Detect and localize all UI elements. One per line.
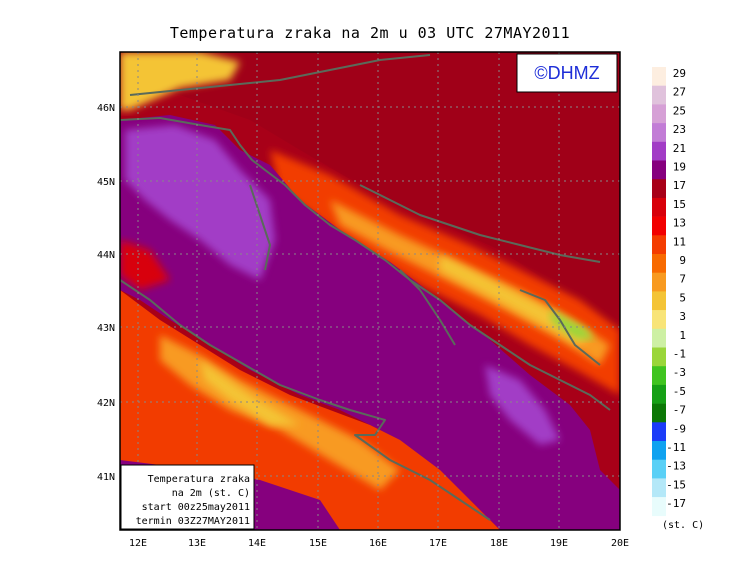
legend-swatch — [652, 123, 666, 143]
legend-level-label: 5 — [679, 291, 686, 304]
legend-swatch — [652, 197, 666, 217]
lat-label: 41N — [97, 472, 115, 483]
lon-label: 20E — [611, 538, 629, 549]
legend-level-label: -13 — [666, 460, 686, 473]
coastlines — [120, 54, 611, 521]
lon-label: 19E — [550, 538, 568, 549]
legend-swatch — [652, 347, 666, 367]
legend-level-label: 7 — [679, 273, 686, 286]
legend-level-label: 15 — [673, 198, 686, 211]
legend-level-label: 27 — [673, 86, 686, 99]
legend-swatch — [652, 441, 666, 460]
legend-swatch — [652, 67, 666, 86]
legend-level-label: -11 — [666, 441, 686, 454]
legend-level-label: -3 — [673, 366, 686, 379]
legend-swatch — [652, 497, 666, 517]
legend-level-label: 25 — [673, 104, 686, 117]
map-title: Temperatura zraka na 2m u 03 UTC 27MAY20… — [169, 24, 571, 42]
dhmz-logo: ©DHMZ — [516, 53, 618, 93]
temperature-field — [120, 52, 620, 530]
info-box: Temperatura zraka na 2m (st. C) start 00… — [120, 464, 255, 530]
axis-labels: 12E 13E 14E 15E 16E 17E 18E 19E 20E 46N … — [97, 103, 629, 549]
legend-level-label: 3 — [679, 310, 686, 323]
info-line-4: termin 03Z27MAY2011 — [136, 516, 250, 527]
info-line-1: Temperatura zraka — [148, 474, 250, 485]
legend-level-label: -9 — [673, 422, 686, 435]
legend-swatch — [652, 384, 666, 404]
lon-label: 12E — [129, 538, 147, 549]
legend-level-label: 29 — [673, 67, 686, 80]
legend-level-label: -15 — [666, 478, 686, 491]
lat-label: 45N — [97, 177, 115, 188]
lon-label: 15E — [309, 538, 327, 549]
lat-label: 43N — [97, 323, 115, 334]
legend-level-label: 1 — [679, 329, 686, 342]
legend-swatch — [652, 272, 666, 292]
logo-text: ©DHMZ — [534, 63, 599, 83]
legend-swatch — [652, 403, 666, 423]
legend-level-label: 13 — [673, 217, 686, 230]
legend-level-label: -1 — [673, 348, 686, 361]
legend-level-label: 23 — [673, 123, 686, 136]
legend-swatch — [652, 459, 666, 479]
color-legend: 29 27 25 23 21 19 17 15 13 11 9 7 5 3 1 -1 -3 -5 -7 -9 -11 -1… — [652, 67, 686, 517]
info-line-2: na 2m (st. C) — [172, 488, 250, 499]
legend-swatch — [652, 291, 666, 311]
map-frame — [119, 51, 621, 531]
lat-label: 42N — [97, 398, 115, 409]
legend-level-label: -17 — [666, 497, 686, 510]
legend-swatch — [652, 104, 666, 124]
legend-level-label: -5 — [673, 385, 686, 398]
legend-swatch — [652, 179, 666, 199]
lon-label: 13E — [188, 538, 206, 549]
legend-level-label: 17 — [673, 179, 686, 192]
legend-level-label: 11 — [673, 235, 686, 248]
legend-swatch — [652, 160, 666, 180]
lat-label: 46N — [97, 103, 115, 114]
legend-level-label: -7 — [673, 404, 686, 417]
legend-swatch — [652, 328, 666, 348]
legend-swatch — [652, 141, 666, 161]
legend-unit: (st. C) — [662, 520, 705, 531]
graticule — [120, 52, 620, 530]
info-line-3: start 00z25may2011 — [142, 502, 250, 513]
lon-label: 17E — [429, 538, 447, 549]
legend-swatch — [652, 422, 666, 442]
legend-level-label: 19 — [673, 161, 686, 174]
legend-swatch — [652, 478, 666, 498]
lon-label: 16E — [369, 538, 387, 549]
legend-swatch — [652, 235, 666, 255]
lon-label: 18E — [490, 538, 508, 549]
legend-swatch — [652, 85, 666, 105]
legend-level-label: 9 — [679, 254, 686, 267]
lon-label: 14E — [248, 538, 266, 549]
legend-swatch — [652, 310, 666, 330]
legend-swatch — [652, 366, 666, 386]
legend-level-label: 21 — [673, 142, 686, 155]
lat-label: 44N — [97, 250, 115, 261]
legend-swatch — [652, 216, 666, 236]
legend-swatch — [652, 254, 666, 273]
